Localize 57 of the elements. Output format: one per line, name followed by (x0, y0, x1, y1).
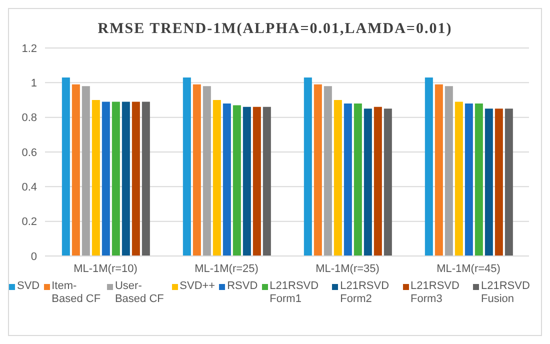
legend-label: L21RSVD Form3 (410, 280, 460, 306)
bar (212, 100, 221, 256)
legend-label: SVD (17, 280, 40, 293)
bar (334, 100, 342, 256)
y-tick-label: 1 (30, 78, 37, 90)
bar (374, 106, 382, 256)
y-tick-label: 0.8 (22, 112, 37, 124)
bar (354, 103, 362, 256)
y-tick-label: 1.2 (22, 42, 37, 55)
bar (192, 84, 201, 256)
bar (324, 86, 332, 256)
x-tick-label: ML-1M(r=45) (436, 262, 500, 275)
bar (262, 106, 271, 256)
bar (132, 102, 140, 256)
x-tick-label: ML-1M(r=35) (316, 262, 380, 275)
bar (182, 77, 191, 256)
y-tick-label: 0.2 (22, 216, 37, 228)
legend-label: L21RSVD Fusion (480, 280, 531, 306)
bar (454, 102, 463, 256)
legend-label: RSVD (227, 280, 258, 293)
bar (484, 108, 493, 256)
bar (384, 108, 392, 256)
bar (82, 86, 90, 256)
bar (474, 103, 483, 256)
bar (364, 108, 372, 256)
bar (112, 102, 120, 256)
legend-label: L21RSVD Form2 (340, 280, 390, 306)
legend-label: L21RSVD Form1 (270, 280, 320, 306)
bar (232, 105, 241, 256)
bar (434, 84, 443, 256)
legend-label: SVD++ (180, 280, 216, 293)
bar (122, 102, 130, 256)
y-tick-label: 0.6 (22, 146, 37, 159)
bar (222, 103, 231, 256)
bar (202, 86, 211, 256)
bar (142, 102, 150, 256)
bar (92, 100, 100, 256)
bar (252, 106, 261, 256)
bar (72, 84, 80, 256)
bar (444, 86, 453, 256)
bar (424, 77, 433, 256)
bar (494, 108, 503, 256)
bar (102, 102, 110, 256)
bar (242, 106, 251, 256)
y-tick-label: 0 (30, 250, 37, 263)
chart-title: RMSE TREND-1M(ALPHA=0.01,LAMDA=0.01) (96, 21, 454, 38)
bar (464, 103, 473, 256)
bar (314, 84, 322, 256)
bar (304, 77, 312, 256)
bar (344, 103, 352, 256)
x-tick-label: ML-1M(r=25) (194, 262, 258, 275)
bar (504, 108, 513, 256)
legend-label: User-Based CF (114, 280, 165, 306)
legend-label: Item-Based CF (52, 280, 102, 306)
x-tick-label: ML-1M(r=10) (74, 262, 138, 275)
bar (62, 77, 70, 256)
y-tick-label: 0.4 (22, 182, 37, 194)
